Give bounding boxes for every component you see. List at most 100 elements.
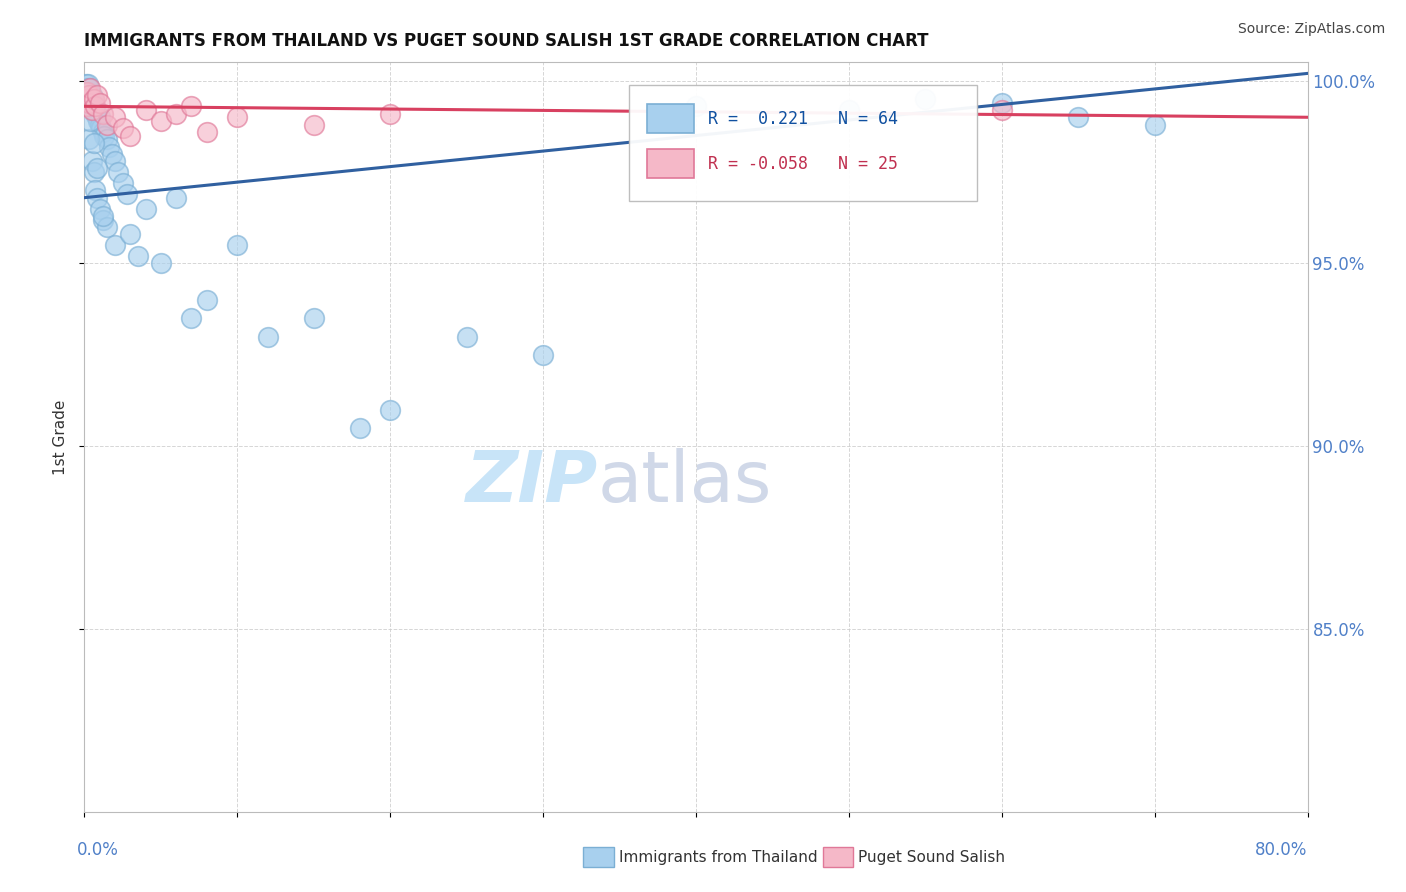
Point bbox=[107, 165, 129, 179]
Point bbox=[111, 121, 134, 136]
Point bbox=[89, 95, 111, 110]
Point bbox=[80, 88, 103, 103]
Point bbox=[180, 311, 202, 326]
Point bbox=[101, 146, 124, 161]
Point bbox=[531, 348, 554, 362]
Point bbox=[226, 238, 249, 252]
Point bbox=[257, 329, 280, 343]
Point bbox=[349, 421, 371, 435]
Point bbox=[79, 92, 101, 106]
Point bbox=[77, 132, 100, 146]
Text: atlas: atlas bbox=[598, 448, 772, 516]
Point bbox=[115, 187, 138, 202]
Point bbox=[914, 92, 936, 106]
Point bbox=[89, 202, 111, 216]
Point bbox=[77, 81, 100, 95]
Point bbox=[89, 110, 111, 124]
Point bbox=[195, 293, 218, 307]
Point bbox=[120, 227, 142, 242]
Point bbox=[77, 88, 100, 103]
Point bbox=[838, 103, 860, 117]
Point bbox=[80, 154, 103, 169]
Point bbox=[149, 114, 172, 128]
Point bbox=[97, 139, 120, 153]
Point bbox=[104, 154, 127, 169]
Point bbox=[75, 92, 97, 106]
Point bbox=[91, 106, 114, 120]
Point bbox=[91, 212, 114, 227]
Text: Source: ZipAtlas.com: Source: ZipAtlas.com bbox=[1237, 22, 1385, 37]
Point bbox=[685, 99, 707, 113]
Text: ZIP: ZIP bbox=[465, 448, 598, 516]
Point bbox=[83, 165, 105, 179]
Point bbox=[79, 114, 101, 128]
Point bbox=[380, 402, 402, 417]
Point bbox=[76, 81, 98, 95]
Point bbox=[86, 110, 108, 124]
Point bbox=[84, 183, 107, 197]
Point bbox=[77, 78, 100, 92]
Point bbox=[79, 81, 101, 95]
Point bbox=[104, 238, 127, 252]
Text: Immigrants from Thailand: Immigrants from Thailand bbox=[619, 850, 817, 864]
Point bbox=[91, 209, 114, 223]
Point bbox=[87, 114, 110, 128]
Point bbox=[96, 219, 118, 234]
Point bbox=[302, 311, 325, 326]
Text: R =  0.221   N = 64: R = 0.221 N = 64 bbox=[709, 110, 898, 128]
FancyBboxPatch shape bbox=[628, 85, 977, 201]
Point bbox=[104, 110, 127, 124]
Point bbox=[86, 161, 108, 176]
Text: R = -0.058   N = 25: R = -0.058 N = 25 bbox=[709, 154, 898, 172]
Point bbox=[380, 106, 402, 120]
Point bbox=[195, 125, 218, 139]
Point bbox=[226, 110, 249, 124]
Point bbox=[991, 103, 1014, 117]
Point bbox=[96, 132, 118, 146]
Point bbox=[76, 85, 98, 99]
Point bbox=[165, 191, 187, 205]
Point bbox=[86, 191, 108, 205]
Point bbox=[75, 78, 97, 92]
Point bbox=[96, 118, 118, 132]
Point bbox=[120, 128, 142, 143]
Point bbox=[84, 99, 107, 113]
Point bbox=[75, 81, 97, 95]
Point bbox=[80, 99, 103, 113]
Point bbox=[111, 176, 134, 190]
Point bbox=[83, 92, 105, 106]
Point bbox=[991, 95, 1014, 110]
Point bbox=[77, 85, 100, 99]
Point bbox=[135, 103, 157, 117]
Point bbox=[302, 118, 325, 132]
Point bbox=[76, 85, 98, 99]
Point bbox=[1067, 110, 1090, 124]
Point bbox=[79, 88, 101, 103]
Point bbox=[83, 103, 105, 117]
Point bbox=[93, 128, 115, 143]
Point bbox=[84, 106, 107, 120]
Point bbox=[1143, 118, 1166, 132]
Point bbox=[90, 121, 112, 136]
Text: 80.0%: 80.0% bbox=[1256, 841, 1308, 859]
Point bbox=[149, 256, 172, 270]
Text: 0.0%: 0.0% bbox=[77, 841, 118, 859]
Point bbox=[135, 202, 157, 216]
Text: Puget Sound Salish: Puget Sound Salish bbox=[858, 850, 1005, 864]
Point bbox=[77, 95, 100, 110]
Point bbox=[180, 99, 202, 113]
Point bbox=[165, 106, 187, 120]
Point bbox=[76, 99, 98, 113]
Point bbox=[456, 329, 478, 343]
Point bbox=[83, 136, 105, 150]
Point bbox=[80, 103, 103, 117]
Point bbox=[86, 88, 108, 103]
Point bbox=[76, 88, 98, 103]
Point bbox=[127, 249, 149, 263]
Text: IMMIGRANTS FROM THAILAND VS PUGET SOUND SALISH 1ST GRADE CORRELATION CHART: IMMIGRANTS FROM THAILAND VS PUGET SOUND … bbox=[84, 32, 929, 50]
Point bbox=[91, 125, 114, 139]
Point bbox=[89, 118, 111, 132]
FancyBboxPatch shape bbox=[647, 149, 693, 178]
Point bbox=[83, 92, 105, 106]
FancyBboxPatch shape bbox=[647, 104, 693, 133]
